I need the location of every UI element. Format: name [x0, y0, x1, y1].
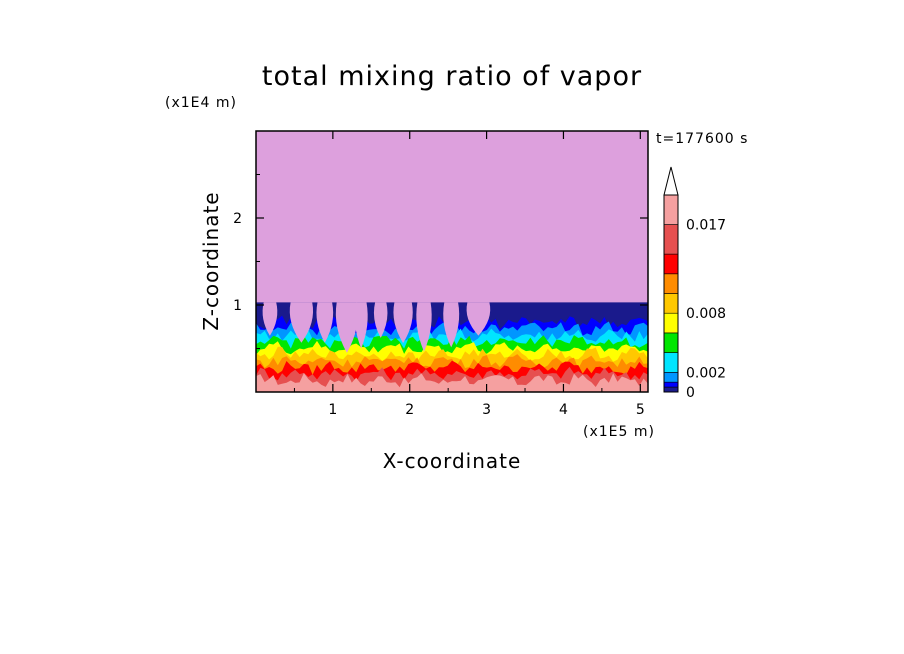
- colorbar-swatch-1: [663, 381, 679, 388]
- colorbar-label: 0.008: [686, 306, 726, 322]
- y-unit-label: (x1E4 m): [165, 95, 237, 111]
- x-unit-label: (x1E5 m): [583, 424, 655, 440]
- mixing-finger-8: [443, 302, 460, 348]
- colorbar-swatch-5: [663, 312, 679, 334]
- x-tick-label: 4: [559, 402, 568, 418]
- x-tick-label: 3: [482, 402, 491, 418]
- chart-title: total mixing ratio of vapor: [262, 61, 642, 92]
- x-axis-ticks: 1 2 3 4 5: [293, 131, 645, 418]
- colorbar-swatch-10: [663, 194, 679, 225]
- time-label: t=177600 s: [656, 131, 748, 147]
- x-tick-label: 2: [405, 402, 414, 418]
- mixing-finger-6: [393, 302, 413, 344]
- mixing-finger-1: [289, 302, 314, 343]
- colorbar-label: 0.017: [686, 218, 726, 234]
- colorbar-swatch-7: [663, 273, 679, 294]
- colorbar: 0 0.002 0.008 0.017: [663, 166, 726, 401]
- mixing-finger-9: [466, 302, 491, 336]
- colorbar-label: 0: [686, 385, 695, 401]
- mixing-finger-0: [262, 302, 278, 336]
- y-axis-label: Z-coordinate: [199, 191, 223, 330]
- x-axis-label: X-coordinate: [383, 449, 522, 473]
- mixing-fingers: [262, 302, 491, 353]
- mixing-finger-3: [335, 302, 358, 353]
- mixing-finger-4: [354, 302, 368, 349]
- x-tick-label: 5: [636, 402, 645, 418]
- band-0: [256, 373, 648, 392]
- mixing-finger-5: [373, 302, 388, 338]
- colorbar-swatch-4: [663, 332, 679, 353]
- mixing-finger-7: [416, 302, 432, 352]
- colorbar-extend-arrow: [663, 166, 679, 196]
- colorbar-swatch-0: [663, 386, 679, 393]
- mixing-finger-2: [316, 302, 334, 343]
- colorbar-swatch-8: [663, 253, 679, 275]
- x-tick-label: 1: [328, 402, 337, 418]
- colorbar-swatch-2: [663, 371, 679, 383]
- colorbar-swatch-6: [663, 293, 679, 314]
- colorbar-swatch-3: [663, 352, 679, 373]
- y-tick-label: 2: [233, 211, 242, 227]
- colorbar-label: 0.002: [686, 365, 726, 381]
- colorbar-swatch-9: [663, 224, 679, 255]
- colorbar-frame: [663, 194, 679, 393]
- y-axis-ticks: 12: [233, 174, 648, 349]
- y-tick-label: 1: [233, 298, 242, 314]
